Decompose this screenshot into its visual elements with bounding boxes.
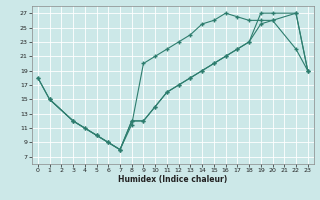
X-axis label: Humidex (Indice chaleur): Humidex (Indice chaleur) bbox=[118, 175, 228, 184]
